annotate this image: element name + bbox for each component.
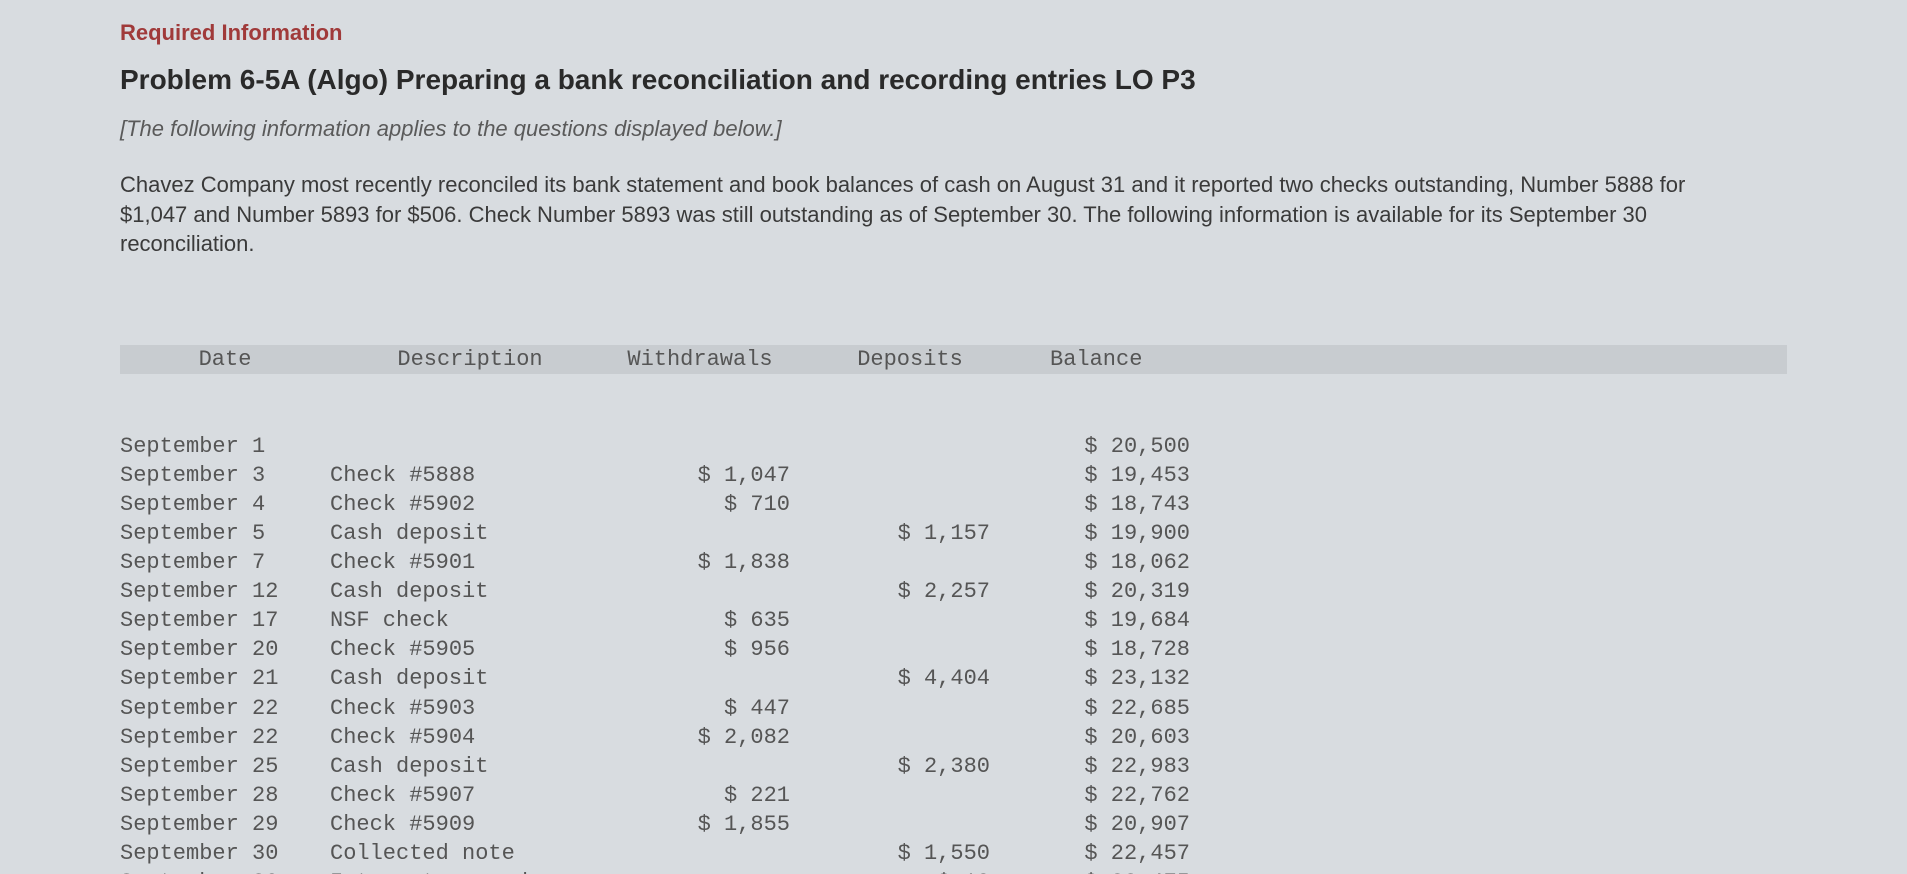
cell-balance: $ 18,728 bbox=[1030, 635, 1190, 664]
cell-balance: $ 20,603 bbox=[1030, 723, 1190, 752]
cell-date: September 22 bbox=[120, 694, 330, 723]
cell-description: Check #5902 bbox=[330, 490, 610, 519]
cell-balance: $ 20,907 bbox=[1030, 810, 1190, 839]
bank-statement-table: DateDescriptionWithdrawals Deposits Balanc… bbox=[120, 287, 1787, 874]
cell-date: September 20 bbox=[120, 635, 330, 664]
table-row: September 30Interest earned $ 18 $ 22,475 bbox=[120, 868, 1787, 874]
cell-description: Check #5901 bbox=[330, 548, 610, 577]
cell-balance: $ 19,900 bbox=[1030, 519, 1190, 548]
cell-withdrawals: $ 447 bbox=[610, 694, 790, 723]
cell-date: September 5 bbox=[120, 519, 330, 548]
cell-date: September 7 bbox=[120, 548, 330, 577]
cell-description: Cash deposit bbox=[330, 664, 610, 693]
table-row: September 1 $ 20,500 bbox=[120, 432, 1787, 461]
cell-date: September 30 bbox=[120, 868, 330, 874]
cell-deposits: $ 1,157 bbox=[830, 519, 990, 548]
cell-description: Check #5909 bbox=[330, 810, 610, 839]
table-row: September 25Cash deposit $ 2,380 $ 22,983 bbox=[120, 752, 1787, 781]
table-row: September 5Cash deposit $ 1,157 $ 19,900 bbox=[120, 519, 1787, 548]
cell-description: Check #5905 bbox=[330, 635, 610, 664]
problem-narrative: Chavez Company most recently reconciled … bbox=[120, 170, 1700, 259]
cell-date: September 1 bbox=[120, 432, 330, 461]
cell-balance: $ 23,132 bbox=[1030, 664, 1190, 693]
cell-deposits: $ 4,404 bbox=[830, 664, 990, 693]
table-row: September 30Collected note $ 1,550 $ 22,45… bbox=[120, 839, 1787, 868]
cell-balance: $ 19,684 bbox=[1030, 606, 1190, 635]
cell-date: September 21 bbox=[120, 664, 330, 693]
cell-balance: $ 22,983 bbox=[1030, 752, 1190, 781]
table-row: September 28Check #5907$ 221 $ 22,762 bbox=[120, 781, 1787, 810]
cell-withdrawals: $ 1,838 bbox=[610, 548, 790, 577]
cell-date: September 3 bbox=[120, 461, 330, 490]
cell-deposits: $ 2,257 bbox=[830, 577, 990, 606]
cell-balance: $ 22,685 bbox=[1030, 694, 1190, 723]
cell-deposits: $ 2,380 bbox=[830, 752, 990, 781]
cell-description: Check #5903 bbox=[330, 694, 610, 723]
cell-date: September 4 bbox=[120, 490, 330, 519]
cell-description: Cash deposit bbox=[330, 519, 610, 548]
problem-title: Problem 6-5A (Algo) Preparing a bank rec… bbox=[120, 64, 1787, 96]
cell-description: Cash deposit bbox=[330, 577, 610, 606]
cell-balance: $ 22,457 bbox=[1030, 839, 1190, 868]
cell-withdrawals: $ 1,855 bbox=[610, 810, 790, 839]
problem-page: Required Information Problem 6-5A (Algo)… bbox=[0, 0, 1907, 874]
cell-withdrawals: $ 2,082 bbox=[610, 723, 790, 752]
cell-description: Check #5907 bbox=[330, 781, 610, 810]
applies-note: [The following information applies to th… bbox=[120, 116, 1787, 142]
table-row: September 3Check #5888$ 1,047 $ 19,453 bbox=[120, 461, 1787, 490]
table-row: September 21Cash deposit $ 4,404 $ 23,132 bbox=[120, 664, 1787, 693]
cell-description: Cash deposit bbox=[330, 752, 610, 781]
cell-date: September 25 bbox=[120, 752, 330, 781]
cell-date: September 12 bbox=[120, 577, 330, 606]
col-header-withdrawals: Withdrawals bbox=[610, 345, 790, 374]
cell-balance: $ 18,743 bbox=[1030, 490, 1190, 519]
table-header-row: DateDescriptionWithdrawals Deposits Balanc… bbox=[120, 345, 1787, 374]
table-row: September 12Cash deposit $ 2,257 $ 20,319 bbox=[120, 577, 1787, 606]
cell-description: Interest earned bbox=[330, 868, 610, 874]
table-row: September 4Check #5902$ 710 $ 18,743 bbox=[120, 490, 1787, 519]
cell-withdrawals: $ 710 bbox=[610, 490, 790, 519]
cell-date: September 17 bbox=[120, 606, 330, 635]
table-row: September 17NSF check$ 635 $ 19,684 bbox=[120, 606, 1787, 635]
cell-withdrawals: $ 956 bbox=[610, 635, 790, 664]
cell-withdrawals: $ 635 bbox=[610, 606, 790, 635]
cell-balance: $ 22,475 bbox=[1030, 868, 1190, 874]
required-info-heading: Required Information bbox=[120, 20, 1787, 46]
cell-balance: $ 22,762 bbox=[1030, 781, 1190, 810]
cell-date: September 29 bbox=[120, 810, 330, 839]
cell-deposits: $ 1,550 bbox=[830, 839, 990, 868]
cell-deposits: $ 18 bbox=[830, 868, 990, 874]
cell-withdrawals: $ 221 bbox=[610, 781, 790, 810]
table-row: September 29Check #5909$ 1,855 $ 20,907 bbox=[120, 810, 1787, 839]
col-header-description: Description bbox=[330, 345, 610, 374]
cell-balance: $ 18,062 bbox=[1030, 548, 1190, 577]
cell-description: Collected note bbox=[330, 839, 610, 868]
cell-date: September 22 bbox=[120, 723, 330, 752]
cell-description: Check #5888 bbox=[330, 461, 610, 490]
table-row: September 7Check #5901$ 1,838 $ 18,062 bbox=[120, 548, 1787, 577]
cell-description: NSF check bbox=[330, 606, 610, 635]
col-header-deposits: Deposits bbox=[830, 345, 990, 374]
cell-balance: $ 20,319 bbox=[1030, 577, 1190, 606]
col-header-balance: Balance bbox=[1030, 345, 1190, 374]
cell-balance: $ 19,453 bbox=[1030, 461, 1190, 490]
cell-withdrawals: $ 1,047 bbox=[610, 461, 790, 490]
cell-balance: $ 20,500 bbox=[1030, 432, 1190, 461]
table-row: September 22Check #5904$ 2,082 $ 20,603 bbox=[120, 723, 1787, 752]
table-row: September 22Check #5903$ 447 $ 22,685 bbox=[120, 694, 1787, 723]
cell-date: September 28 bbox=[120, 781, 330, 810]
cell-description: Check #5904 bbox=[330, 723, 610, 752]
cell-date: September 30 bbox=[120, 839, 330, 868]
col-header-date: Date bbox=[120, 345, 330, 374]
table-row: September 20Check #5905$ 956 $ 18,728 bbox=[120, 635, 1787, 664]
